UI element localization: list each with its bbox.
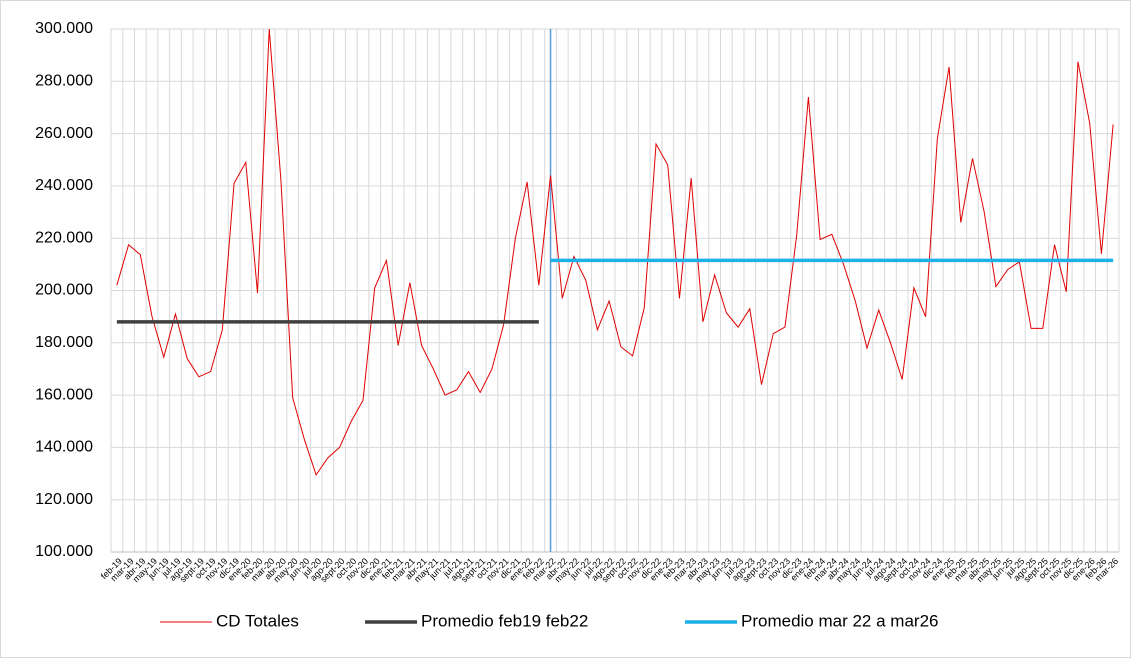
y-tick-label: 180.000 (35, 334, 93, 351)
series-line (116, 28, 1114, 476)
y-tick-label: 100.000 (35, 543, 93, 560)
y-tick-label: 280.000 (35, 73, 93, 90)
y-tick-label: 260.000 (35, 125, 93, 142)
y-tick-label: 300.000 (35, 20, 93, 37)
y-tick-label: 200.000 (35, 282, 93, 299)
y-tick-label: 220.000 (35, 229, 93, 246)
legend-label: Promedio mar 22 a mar26 (741, 611, 938, 630)
y-tick-label: 140.000 (35, 439, 93, 456)
y-tick-label: 120.000 (35, 491, 93, 508)
y-tick-label: 160.000 (35, 386, 93, 403)
legend-label: Promedio feb19 feb22 (421, 611, 588, 630)
legend-label: CD Totales (216, 611, 299, 630)
y-tick-label: 240.000 (35, 177, 93, 194)
